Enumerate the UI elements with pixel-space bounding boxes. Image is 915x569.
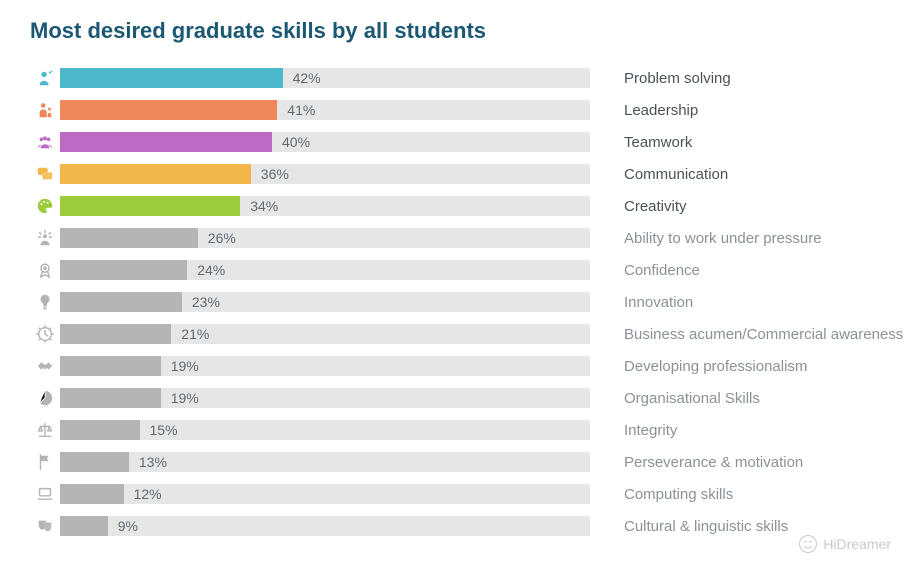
chart-row: 24% Confidence [30,260,885,280]
bar-value: 41% [287,102,315,118]
bar-fill [60,388,161,408]
chart-row: 21%Business acumen/Commercial awareness [30,324,885,344]
bar-label: Developing professionalism [590,358,885,375]
bar-label: Communication [590,166,885,183]
bar-value: 9% [118,518,138,534]
bar-track: 26% [60,228,590,248]
bar-label: Teamwork [590,134,885,151]
bar-track: 12% [60,484,590,504]
bar-track: 19% [60,356,590,376]
watermark-text: HiDreamer [823,536,891,552]
bar-fill [60,516,108,536]
bar-label: Business acumen/Commercial awareness [590,326,903,343]
bar-value: 36% [261,166,289,182]
watermark: HiDreamer [799,535,891,553]
bar-value: 34% [250,198,278,214]
laptop-icon [30,485,60,503]
bar-fill [60,292,182,312]
chat-icon [30,165,60,183]
bar-fill [60,164,251,184]
chart-row: 40% Teamwork [30,132,885,152]
bar-track: 42% [60,68,590,88]
bar-fill [60,132,272,152]
bar-value: 23% [192,294,220,310]
bar-value: 24% [197,262,225,278]
pressure-icon [30,229,60,247]
clock-gear-icon [30,325,60,343]
person-think-icon [30,69,60,87]
bar-fill [60,420,140,440]
watermark-icon [799,535,817,553]
masks-icon [30,517,60,535]
bar-fill [60,100,277,120]
flag-icon [30,453,60,471]
bar-fill [60,68,283,88]
bar-fill [60,452,129,472]
chart-row: 12% Computing skills [30,484,885,504]
chart-row: 36% Communication [30,164,885,184]
pie-icon [30,389,60,407]
bar-label: Creativity [590,198,885,215]
bar-value: 40% [282,134,310,150]
chart-row: 42% Problem solving [30,68,885,88]
team-icon [30,133,60,151]
bar-track: 21% [60,324,590,344]
bar-track: 19% [60,388,590,408]
chart-row: 19% Organisational Skills [30,388,885,408]
chart-row: 15% Integrity [30,420,885,440]
bar-track: 13% [60,452,590,472]
bar-value: 12% [134,486,162,502]
bar-fill [60,324,171,344]
chart-row: 13% Perseverance & motivation [30,452,885,472]
palette-icon [30,197,60,215]
bar-label: Integrity [590,422,885,439]
bar-track: 23% [60,292,590,312]
bar-label: Computing skills [590,486,885,503]
chart-row: 23% Innovation [30,292,885,312]
chart-row: 34% Creativity [30,196,885,216]
bar-value: 19% [171,358,199,374]
bar-label: Innovation [590,294,885,311]
bar-track: 41% [60,100,590,120]
bar-label: Perseverance & motivation [590,454,885,471]
bar-track: 24% [60,260,590,280]
leader-icon [30,101,60,119]
bulb-icon [30,293,60,311]
scales-icon [30,421,60,439]
bar-label: Ability to work under pressure [590,230,885,247]
chart-row: 26% Ability to work under pressure [30,228,885,248]
bar-fill [60,484,124,504]
medal-icon [30,261,60,279]
bar-label: Problem solving [590,70,885,87]
bar-track: 36% [60,164,590,184]
bar-label: Confidence [590,262,885,279]
bar-value: 19% [171,390,199,406]
chart-row: 19% Developing professionalism [30,356,885,376]
skills-bar-chart: 42% Problem solving 41% Leadership 40% Teamwo… [30,68,885,536]
bar-fill [60,196,240,216]
chart-title: Most desired graduate skills by all stud… [30,18,885,44]
bar-track: 9% [60,516,590,536]
bar-value: 15% [150,422,178,438]
bar-track: 15% [60,420,590,440]
bar-value: 42% [293,70,321,86]
bar-fill [60,356,161,376]
bar-fill [60,228,198,248]
bar-value: 21% [181,326,209,342]
bar-label: Leadership [590,102,885,119]
chart-row: 41% Leadership [30,100,885,120]
bar-track: 34% [60,196,590,216]
bar-label: Cultural & linguistic skills [590,518,885,535]
bar-track: 40% [60,132,590,152]
bar-label: Organisational Skills [590,390,885,407]
bar-value: 26% [208,230,236,246]
handshake-icon [30,357,60,375]
bar-value: 13% [139,454,167,470]
bar-fill [60,260,187,280]
chart-row: 9% Cultural & linguistic skills [30,516,885,536]
